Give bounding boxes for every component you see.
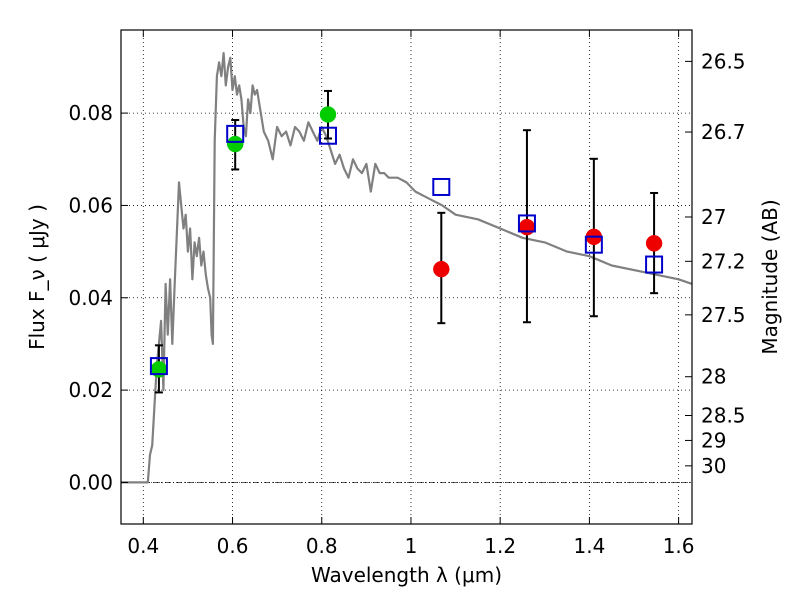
model-square xyxy=(149,357,168,376)
x-tick-label: 1.2 xyxy=(484,534,516,558)
x-tick-label: 1 xyxy=(405,534,418,558)
x-tick-label: 1.4 xyxy=(573,534,605,558)
x-axis-ticks: 0.4 0.6 0.8 1 1.2 1.4 1.6 xyxy=(127,30,695,558)
right-tick-label: 27.2 xyxy=(701,249,746,273)
right-tick-label: 27.5 xyxy=(701,303,746,327)
y-tick-label: 0.04 xyxy=(68,286,113,310)
model-square xyxy=(584,235,603,254)
plot-frame xyxy=(120,29,693,525)
model-spectrum-line xyxy=(121,51,693,484)
right-tick-label: 26.7 xyxy=(701,120,746,144)
x-tick-label: 0.6 xyxy=(217,534,249,558)
x-tick-label: 0.4 xyxy=(127,534,159,558)
y-axis-ticks: 0.00 0.02 0.04 0.06 0.08 xyxy=(68,101,128,494)
green-data-point xyxy=(319,106,337,123)
model-squares xyxy=(149,124,664,376)
right-tick-label: 26.5 xyxy=(701,49,746,73)
model-square xyxy=(645,255,664,274)
right-tick-label: 30 xyxy=(701,454,726,478)
y-tick-label: 0.02 xyxy=(68,378,113,402)
x-tick-label: 0.8 xyxy=(306,534,338,558)
right-tick-label: 28 xyxy=(701,365,726,389)
red-data-point xyxy=(645,235,663,252)
y-tick-label: 0.00 xyxy=(68,470,113,494)
error-bars xyxy=(154,89,659,394)
red-data-point xyxy=(518,218,536,236)
model-square xyxy=(517,214,536,233)
x-axis-label: Wavelength λ (μm) xyxy=(311,563,502,587)
x-tick-label: 1.6 xyxy=(663,534,695,558)
right-tick-label: 27 xyxy=(701,205,726,229)
right-tick-label: 28.5 xyxy=(701,404,746,428)
y-axis-label: Flux F_ν ( μJy ) xyxy=(25,204,49,350)
y-tick-label: 0.08 xyxy=(68,101,113,125)
model-square xyxy=(318,126,337,145)
model-square xyxy=(432,177,451,196)
right-tick-label: 29 xyxy=(701,428,726,452)
green-data-point xyxy=(226,135,244,153)
model-square xyxy=(226,124,245,143)
right-axis-label: Magnitude (AB) xyxy=(758,199,782,354)
red-data-point xyxy=(433,260,450,278)
y-tick-label: 0.06 xyxy=(68,193,113,217)
model-spectrum xyxy=(121,51,693,484)
